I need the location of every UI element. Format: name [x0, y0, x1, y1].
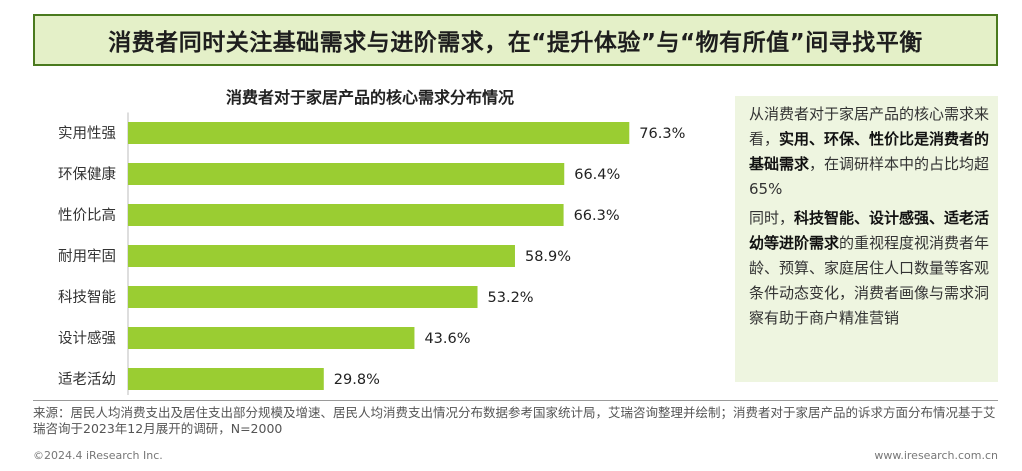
- value-label: 66.4%: [574, 167, 620, 183]
- website-url: www.iresearch.com.cn: [874, 449, 998, 462]
- bar: [128, 122, 630, 144]
- bar: [128, 163, 565, 185]
- bar: [128, 327, 415, 349]
- category-label: 适老活幼: [58, 371, 116, 388]
- bar-chart: 实用性强 76.3% 环保健康 66.4% 性价比高 66.3% 耐用牢固 58.9% 科技智能…: [58, 112, 685, 395]
- copyright: ©2024.4 iResearch Inc.: [33, 449, 163, 462]
- value-label: 76.3%: [639, 126, 685, 142]
- category-label: 性价比高: [58, 207, 116, 224]
- value-label: 29.8%: [334, 372, 380, 388]
- category-label: 科技智能: [58, 289, 116, 306]
- category-label: 实用性强: [58, 125, 116, 142]
- insight-paragraph-2: 同时，科技智能、设计感强、适老活幼等进阶需求的重视程度视消费者年龄、预算、家庭居…: [749, 209, 990, 327]
- title-banner: 消费者同时关注基础需求与进阶需求，在“提升体验”与“物有所值”间寻找平衡: [33, 14, 998, 66]
- category-label: 设计感强: [58, 330, 116, 347]
- category-label: 环保健康: [58, 166, 116, 183]
- footer-divider: [33, 400, 998, 401]
- bar: [128, 204, 564, 226]
- value-label: 53.2%: [488, 290, 534, 306]
- source-note: 来源：居民人均消费支出及居住支出部分规模及增速、居民人均消费支出情况分布数据参考…: [33, 405, 996, 436]
- insight-note: 从消费者对于家居产品的核心需求来看，实用、环保、性价比是消费者的基础需求，在调研…: [735, 96, 998, 382]
- category-label: 耐用牢固: [58, 248, 116, 265]
- insight-paragraph-1: 从消费者对于家居产品的核心需求来看，实用、环保、性价比是消费者的基础需求，在调研…: [749, 105, 990, 198]
- value-label: 43.6%: [424, 331, 470, 347]
- bar: [128, 245, 515, 267]
- value-label: 66.3%: [574, 208, 620, 224]
- bar: [128, 368, 324, 390]
- value-label: 58.9%: [525, 249, 571, 265]
- page-title: 消费者同时关注基础需求与进阶需求，在“提升体验”与“物有所值”间寻找平衡: [108, 30, 923, 56]
- chart-title: 消费者对于家居产品的核心需求分布情况: [225, 88, 514, 107]
- bar: [128, 286, 478, 308]
